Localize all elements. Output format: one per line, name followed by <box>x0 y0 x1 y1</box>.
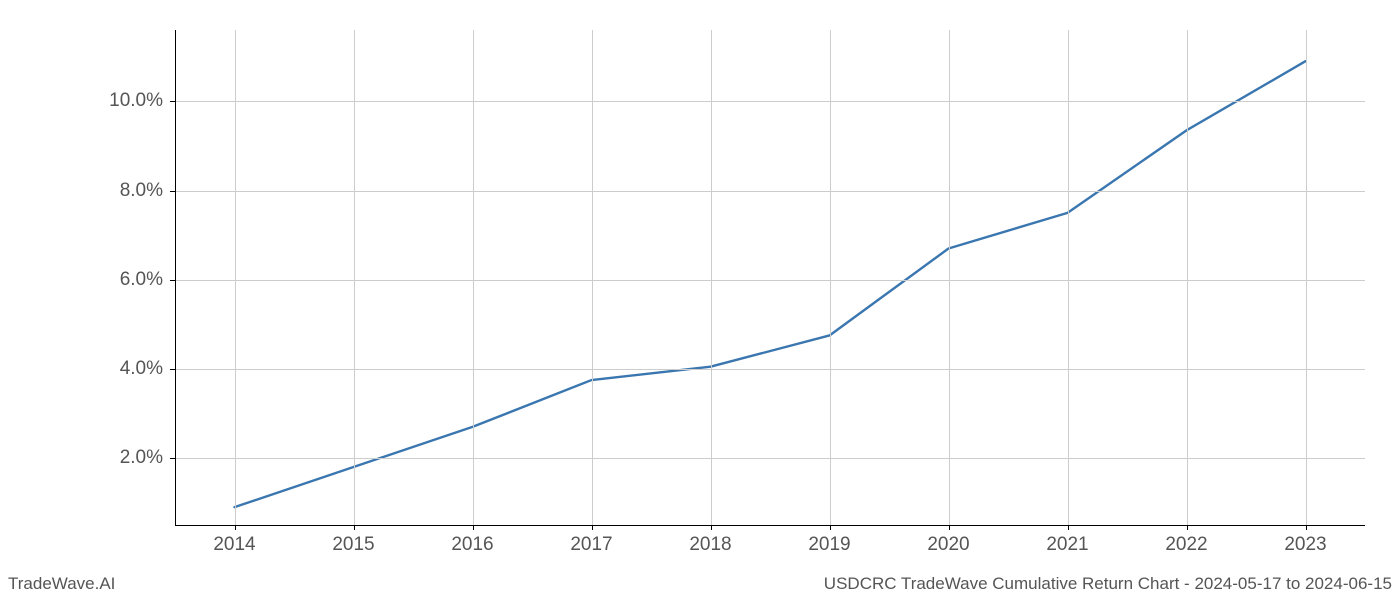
grid-line-horizontal <box>175 280 1365 281</box>
plot-area <box>175 30 1365 525</box>
grid-line-vertical <box>830 30 831 525</box>
grid-line-vertical <box>354 30 355 525</box>
grid-line-horizontal <box>175 191 1365 192</box>
y-tick-label: 6.0% <box>120 269 163 291</box>
grid-line-horizontal <box>175 458 1365 459</box>
chart-container: TradeWave.AI USDCRC TradeWave Cumulative… <box>0 0 1400 600</box>
x-tick-label: 2019 <box>808 534 850 556</box>
grid-line-vertical <box>1068 30 1069 525</box>
footer-left-text: TradeWave.AI <box>8 574 115 594</box>
y-axis-spine <box>175 30 176 525</box>
grid-line-horizontal <box>175 101 1365 102</box>
x-tick-label: 2022 <box>1165 534 1207 556</box>
y-tick-label: 4.0% <box>120 358 163 380</box>
grid-line-vertical <box>711 30 712 525</box>
x-tick-label: 2021 <box>1046 534 1088 556</box>
x-axis-spine <box>175 525 1365 526</box>
footer-right-text: USDCRC TradeWave Cumulative Return Chart… <box>824 574 1392 594</box>
y-tick-label: 2.0% <box>120 447 163 469</box>
grid-line-vertical <box>949 30 950 525</box>
x-tick-label: 2015 <box>332 534 374 556</box>
x-tick-label: 2018 <box>689 534 731 556</box>
x-tick-label: 2016 <box>451 534 493 556</box>
x-tick-label: 2020 <box>927 534 969 556</box>
grid-line-vertical <box>1187 30 1188 525</box>
y-tick-label: 8.0% <box>120 180 163 202</box>
y-tick-label: 10.0% <box>109 90 163 112</box>
grid-line-vertical <box>235 30 236 525</box>
series-line <box>235 61 1306 507</box>
grid-line-vertical <box>592 30 593 525</box>
x-tick-label: 2017 <box>570 534 612 556</box>
x-tick-label: 2023 <box>1284 534 1326 556</box>
grid-line-horizontal <box>175 369 1365 370</box>
x-tick-label: 2014 <box>213 534 255 556</box>
grid-line-vertical <box>1306 30 1307 525</box>
grid-line-vertical <box>473 30 474 525</box>
